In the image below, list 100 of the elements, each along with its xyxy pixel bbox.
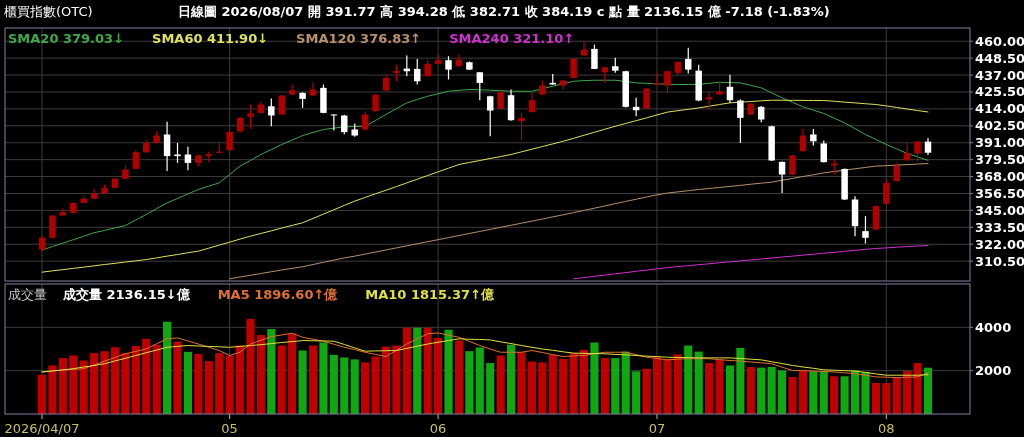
candlestick [883,178,890,206]
bar [486,363,495,414]
bar [871,383,880,414]
text: SMA120 376.83↑ [296,30,422,46]
x-tick-label: 05 [221,421,238,436]
bar [903,371,912,414]
bar [850,370,860,414]
bar [840,376,849,414]
bar [142,338,151,414]
bar [538,362,547,414]
bar [559,358,568,414]
y-tick-label: 356.50 [975,185,1024,201]
bar [246,318,255,414]
text: MA10 1815.37↑億 [365,286,496,302]
bar [371,356,380,414]
bar [923,367,933,414]
candlestick [862,215,869,245]
bar [194,353,203,414]
candlestick [726,74,734,104]
bar [277,345,286,414]
bar [90,353,99,414]
bar [329,354,338,414]
bar [434,337,443,414]
text: 成交量 2136.15↓億 [62,286,191,302]
bar [454,340,464,414]
bar [413,327,422,414]
bar [798,371,807,414]
bar [340,357,349,414]
x-tick-label: 06 [429,421,447,436]
bar [256,334,265,414]
bar [402,327,411,414]
bar [819,371,828,414]
candlestick [226,130,233,153]
bar [715,359,724,414]
y-tick-label: 391.00 [975,135,1024,151]
candlestick [591,44,598,70]
bar [892,377,901,414]
bar [663,359,672,414]
candlestick [518,112,525,141]
bar [308,345,318,414]
text: SMA240 321.10↑ [449,30,575,46]
candlestick [820,139,827,164]
candlestick [445,55,452,81]
x-tick-label: 07 [648,421,666,436]
bar [694,351,703,414]
candlestick [330,113,338,132]
bar [183,351,192,414]
candlestick [361,110,369,131]
bar [215,353,224,414]
bar [673,354,682,414]
y-tick-label: 2000 [975,363,1012,379]
line-series [41,338,929,376]
chart-title: 櫃買指數(OTC) [4,4,93,19]
y-tick-label: 379.50 [975,152,1024,168]
candlestick [737,98,744,144]
candlestick [341,114,348,135]
candlestick [268,98,275,127]
bar [684,345,693,414]
bar [361,362,370,414]
bar [58,358,67,414]
bar [204,361,213,414]
bar [725,365,735,414]
bar [611,358,620,414]
bar [69,355,78,414]
bar [235,345,245,414]
bar [590,342,599,414]
candlestick [247,103,254,130]
y-tick-label: 448.50 [975,50,1024,66]
candlestick [778,160,786,194]
bar [423,327,432,414]
bar [517,352,526,414]
bar [548,354,557,414]
candlestick [580,40,588,57]
line-series [573,245,929,280]
bar [350,359,359,414]
bar [527,361,536,414]
y-tick-label: 437.00 [975,67,1024,83]
y-tick-label: 368.00 [975,169,1024,185]
bar [48,365,57,414]
bar [569,353,578,414]
bar [110,347,120,414]
bar [267,329,276,414]
bar [579,349,589,414]
candlestick [476,71,484,101]
bar [465,351,474,414]
bar [652,357,662,414]
y-tick-label: 333.50 [975,219,1024,235]
y-tick-label: 345.00 [975,202,1024,218]
bar [37,374,47,414]
candlestick [685,47,692,75]
bar [475,347,484,414]
bar [788,376,797,414]
bar [131,345,140,414]
y-tick-label: 322.00 [975,236,1024,252]
bar [705,363,714,414]
bar [100,351,109,414]
candlestick [601,66,609,84]
bar [757,367,766,414]
y-tick-label: 425.50 [975,84,1024,100]
candlestick [914,140,921,162]
